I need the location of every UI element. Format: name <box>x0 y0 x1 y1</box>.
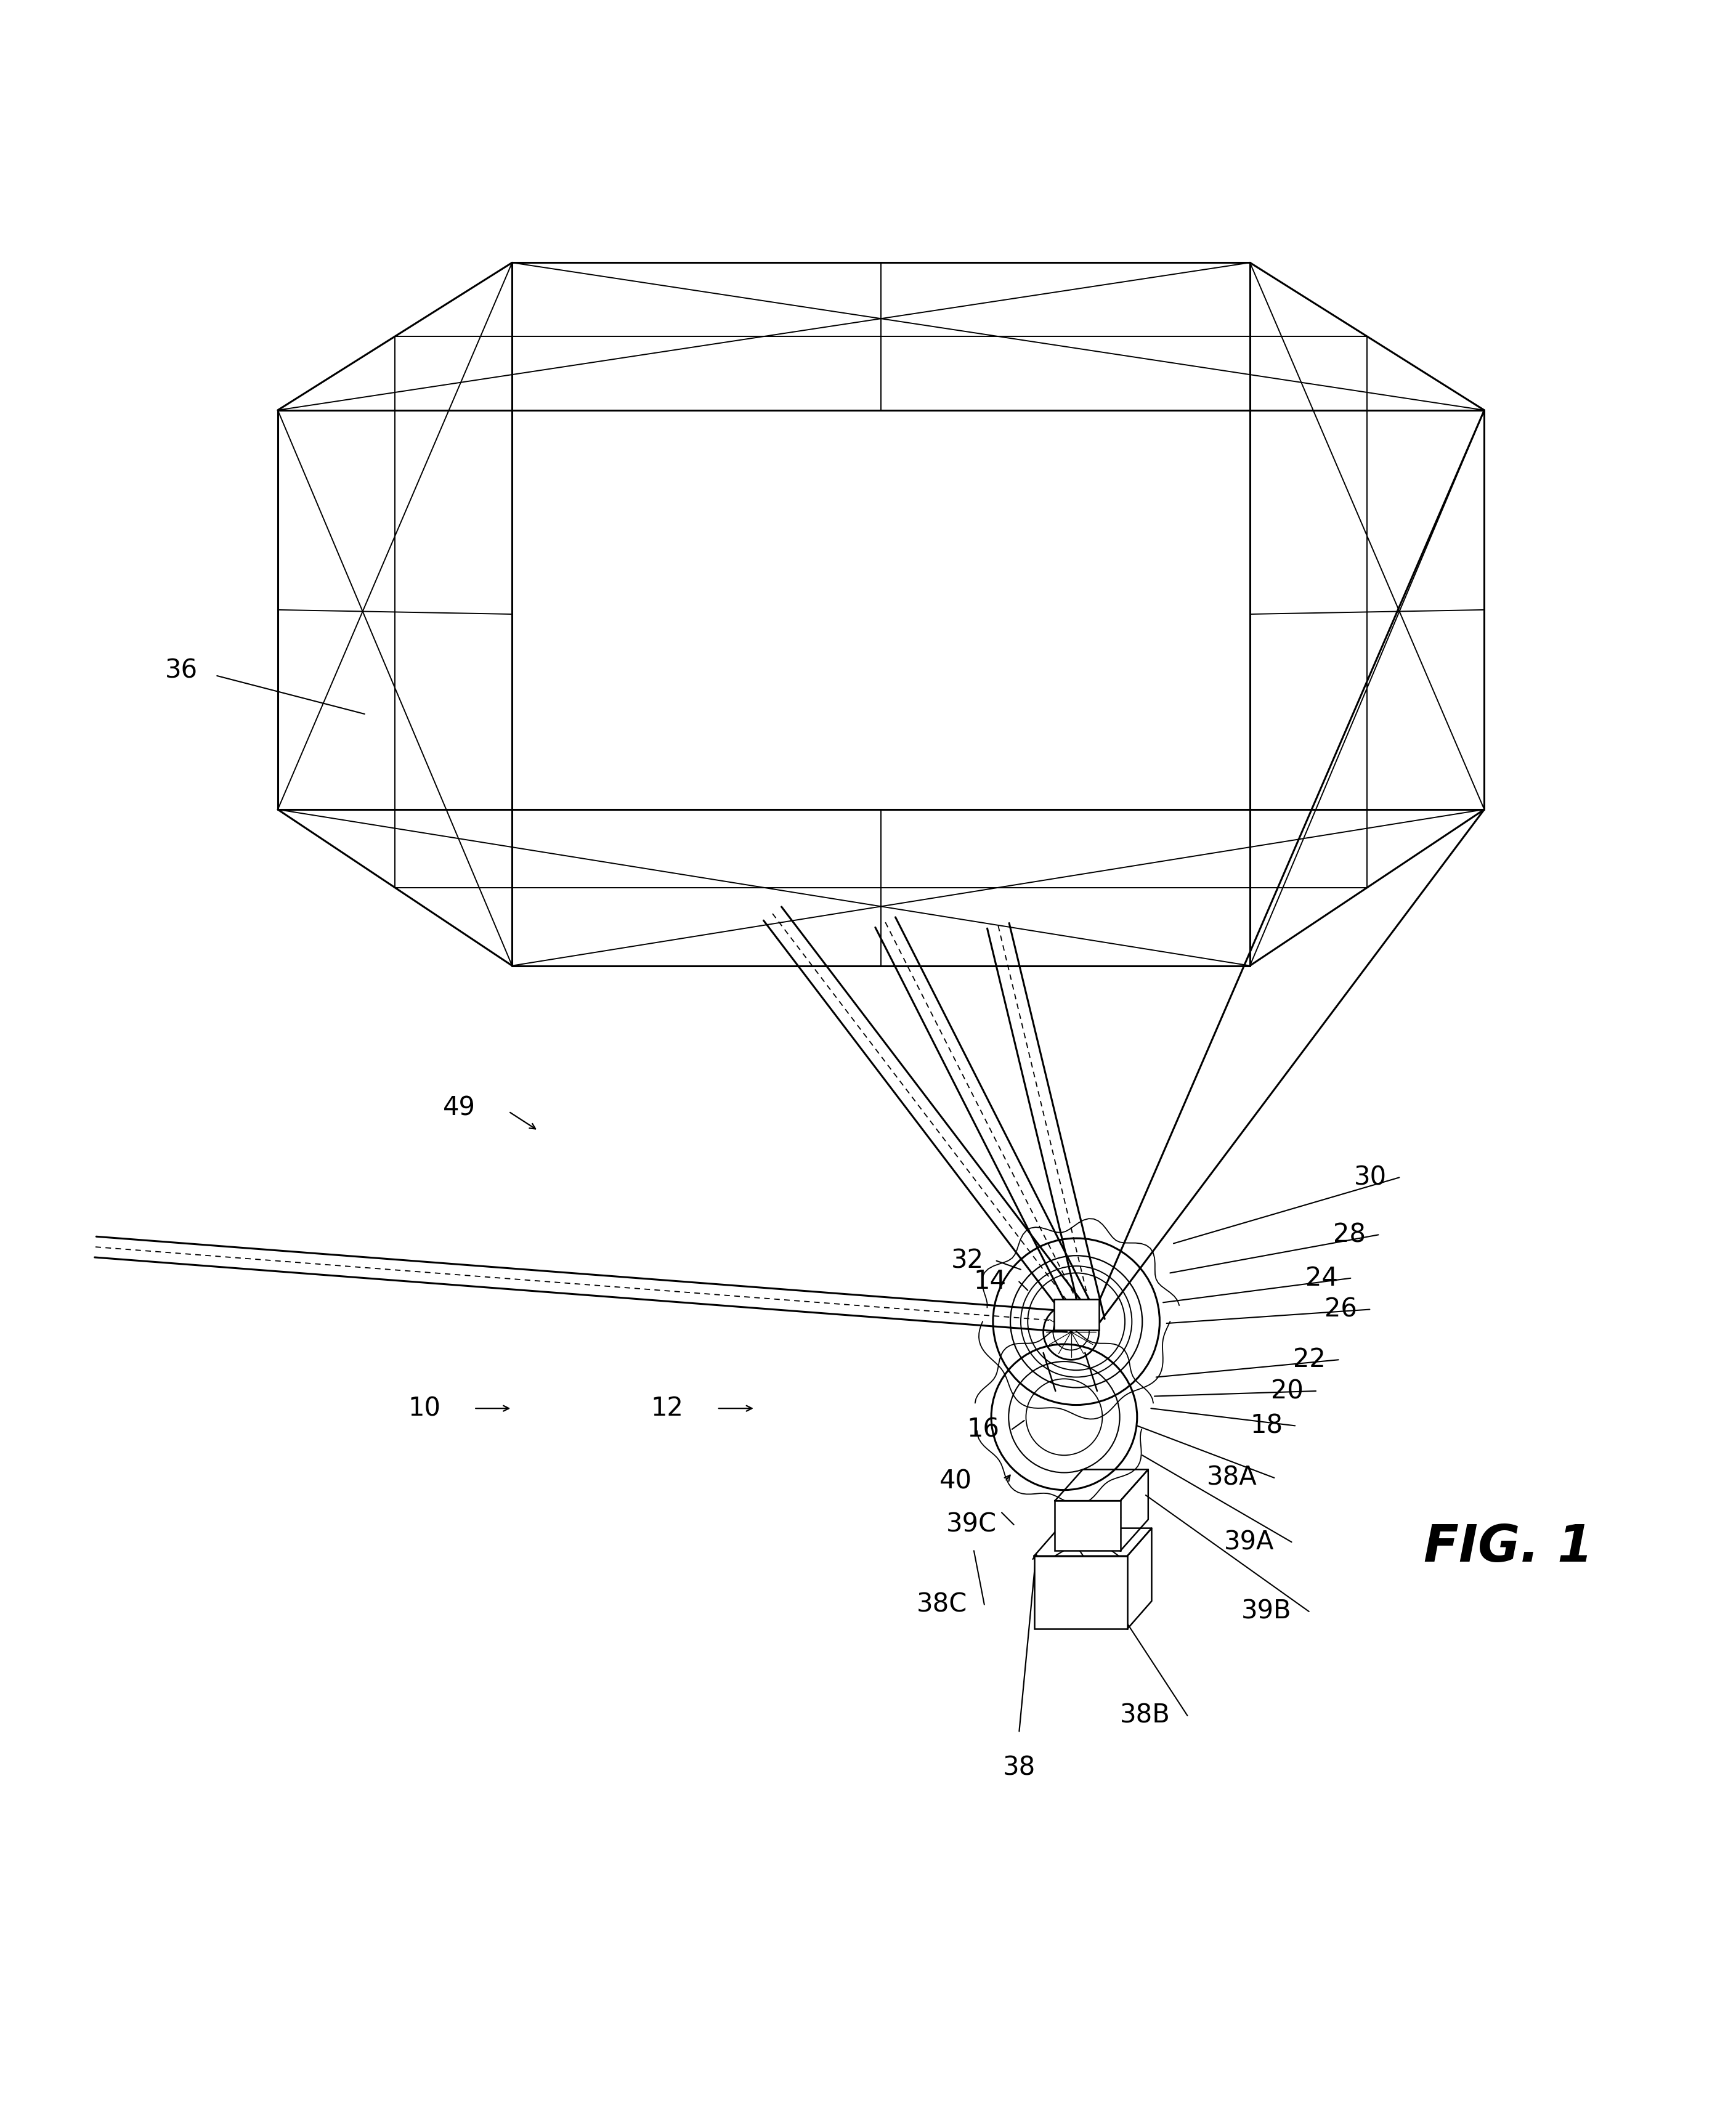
Text: 14: 14 <box>974 1269 1007 1295</box>
Bar <box>1054 1299 1099 1330</box>
Text: 49: 49 <box>443 1095 476 1122</box>
Text: 39B: 39B <box>1241 1598 1292 1625</box>
Text: 26: 26 <box>1325 1297 1358 1322</box>
Text: 22: 22 <box>1293 1347 1326 1372</box>
Bar <box>1035 1556 1127 1629</box>
Text: 39A: 39A <box>1224 1528 1274 1556</box>
Text: 38: 38 <box>1003 1756 1035 1781</box>
Text: 38B: 38B <box>1120 1703 1170 1728</box>
Text: 32: 32 <box>951 1248 984 1274</box>
Text: 39C: 39C <box>946 1511 996 1537</box>
Text: 36: 36 <box>165 657 198 684</box>
Text: 28: 28 <box>1333 1221 1366 1248</box>
Text: 10: 10 <box>408 1396 441 1421</box>
Text: FIG. 1: FIG. 1 <box>1424 1522 1594 1572</box>
Text: 38A: 38A <box>1207 1465 1257 1490</box>
Text: 40: 40 <box>939 1469 972 1495</box>
Text: 12: 12 <box>651 1396 684 1421</box>
Text: 18: 18 <box>1250 1412 1283 1438</box>
Text: 30: 30 <box>1354 1164 1387 1191</box>
Text: 16: 16 <box>967 1417 1000 1442</box>
Bar <box>1055 1501 1120 1551</box>
Text: 38C: 38C <box>917 1591 967 1617</box>
Text: 24: 24 <box>1305 1265 1338 1290</box>
Text: 20: 20 <box>1271 1379 1304 1404</box>
